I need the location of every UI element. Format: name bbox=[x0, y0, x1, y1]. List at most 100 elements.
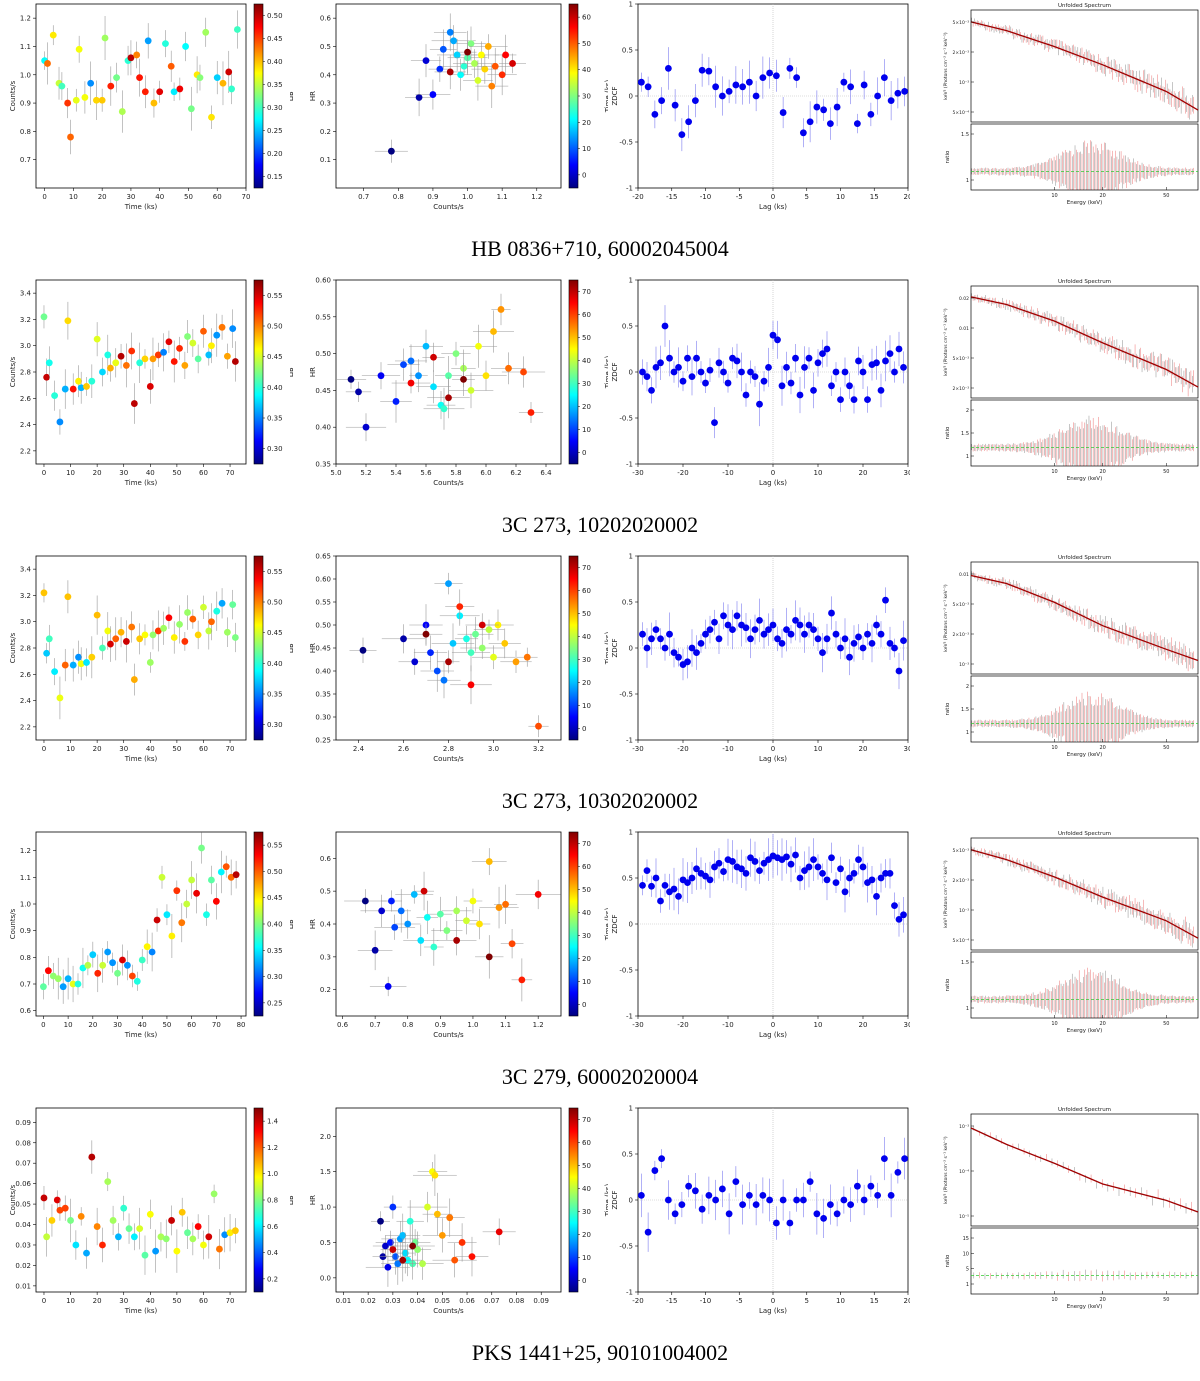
data-point bbox=[796, 607, 804, 643]
x-tick-label: 10 bbox=[66, 469, 75, 477]
hr-panel: 0.01 0.02 0.03 0.04 0.05 0.06 0.07 0.08 0.09 0.0 0… bbox=[308, 1104, 612, 1324]
data-marker bbox=[841, 368, 849, 376]
data-point bbox=[167, 50, 175, 82]
data-point bbox=[747, 838, 754, 877]
colorbar-label: HR bbox=[289, 91, 293, 101]
data-marker bbox=[637, 1192, 645, 1199]
data-marker bbox=[685, 118, 693, 126]
data-marker bbox=[83, 1249, 90, 1257]
data-point bbox=[837, 387, 844, 412]
colorbar-tick-label: 40 bbox=[582, 909, 591, 917]
data-point bbox=[170, 340, 178, 383]
y-tick-label: 3.2 bbox=[20, 316, 31, 324]
data-marker bbox=[463, 917, 470, 925]
data-marker bbox=[833, 103, 841, 111]
figure-row: 3C 279, 60002020004 0 10 20 30 40 50 60 70 80 0.6 0… bbox=[0, 828, 1200, 1104]
data-point bbox=[873, 345, 880, 380]
data-marker bbox=[498, 71, 506, 79]
data-marker bbox=[520, 368, 527, 376]
colorbar-tick-label: 50 bbox=[582, 40, 591, 48]
y-tick-label: 3.0 bbox=[20, 618, 31, 626]
data-point bbox=[109, 952, 116, 973]
data-marker bbox=[472, 630, 479, 638]
data-marker bbox=[181, 638, 189, 645]
data-marker bbox=[176, 85, 184, 93]
data-point bbox=[648, 377, 655, 404]
data-marker bbox=[391, 1253, 399, 1261]
data-marker bbox=[170, 358, 178, 365]
data-point bbox=[675, 347, 682, 388]
data-point bbox=[745, 60, 753, 104]
colorbar-label: Time (ks) bbox=[604, 631, 608, 665]
data-marker bbox=[796, 621, 804, 629]
data-point bbox=[187, 86, 195, 131]
colorbar-tick-label: 0.50 bbox=[267, 323, 283, 331]
data-point bbox=[864, 623, 871, 646]
data-marker bbox=[806, 118, 814, 126]
data-marker bbox=[895, 345, 903, 353]
data-marker bbox=[864, 630, 871, 638]
data-marker bbox=[109, 1217, 117, 1224]
data-point bbox=[859, 354, 867, 390]
data-point bbox=[846, 639, 853, 676]
colorbar-tick-label: 0.20 bbox=[267, 150, 283, 158]
data-marker bbox=[417, 937, 425, 944]
data-point bbox=[783, 351, 790, 384]
x-tick-label: 0 bbox=[42, 193, 46, 201]
x-tick-label: 50 bbox=[172, 745, 181, 753]
x-tick-label: 70 bbox=[226, 745, 235, 753]
x-tick-label: 0 bbox=[42, 745, 46, 753]
data-marker bbox=[75, 377, 82, 385]
y-axis-label: Counts/s bbox=[9, 632, 17, 663]
data-marker bbox=[415, 94, 423, 101]
y-tick-label: 0.45 bbox=[315, 387, 331, 395]
data-marker bbox=[671, 101, 679, 109]
data-marker bbox=[505, 364, 512, 372]
data-marker bbox=[158, 873, 166, 881]
data-point bbox=[796, 865, 804, 891]
data-marker bbox=[460, 375, 467, 383]
y-tick-label: 0.05 bbox=[15, 1201, 31, 1209]
data-point bbox=[787, 846, 795, 883]
x-tick-label: -5 bbox=[736, 193, 743, 201]
data-point bbox=[651, 100, 659, 129]
y-tick-label: 3.0 bbox=[20, 342, 31, 350]
ratio-bins bbox=[971, 967, 1194, 1018]
data-point bbox=[454, 625, 479, 652]
data-marker bbox=[658, 97, 666, 104]
colorbar bbox=[253, 1107, 264, 1293]
data-point bbox=[405, 78, 434, 117]
data-marker bbox=[431, 1171, 439, 1179]
data-marker bbox=[194, 631, 202, 639]
y-tick-label: 0.5 bbox=[320, 888, 331, 896]
data-marker bbox=[225, 68, 233, 76]
data-point bbox=[900, 351, 907, 384]
data-point bbox=[136, 342, 144, 383]
data-point bbox=[390, 1224, 435, 1268]
data-point bbox=[77, 371, 85, 404]
data-point bbox=[77, 647, 85, 681]
x-tick-label: 50 bbox=[162, 1021, 171, 1029]
data-point bbox=[89, 941, 97, 968]
data-marker bbox=[855, 633, 862, 641]
data-point bbox=[162, 30, 169, 58]
data-point bbox=[223, 343, 231, 369]
data-point bbox=[136, 58, 143, 97]
ratio-bins bbox=[971, 415, 1194, 466]
data-marker bbox=[149, 631, 157, 639]
data-point bbox=[833, 1201, 841, 1227]
figure-row: 3C 273, 10202020002 0 10 20 30 40 50 60 70 2.2 2.4… bbox=[0, 276, 1200, 552]
data-marker bbox=[43, 373, 51, 381]
data-point bbox=[432, 1242, 477, 1278]
data-marker bbox=[467, 387, 475, 394]
y-axis-label: keV² (Photons cm⁻² s⁻¹ keV⁻¹) bbox=[943, 584, 949, 652]
data-point bbox=[434, 572, 463, 595]
colorbar-tick-label: 0.50 bbox=[267, 12, 283, 20]
data-marker bbox=[715, 635, 723, 643]
data-point bbox=[900, 896, 907, 933]
data-marker bbox=[877, 630, 885, 638]
y-tick-label: 0.55 bbox=[315, 599, 331, 607]
data-point bbox=[124, 950, 131, 981]
